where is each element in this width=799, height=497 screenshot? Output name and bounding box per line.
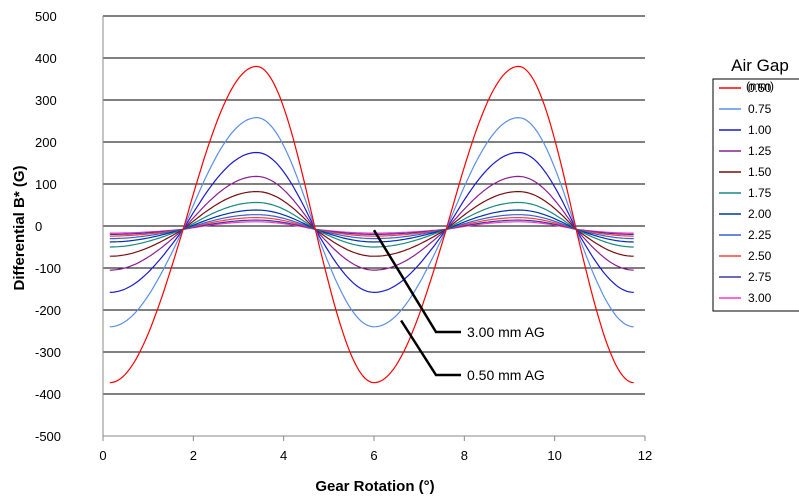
legend-label: 2.75 — [748, 270, 772, 284]
legend-subtitle: (mm) — [746, 79, 774, 93]
series-line-2.75 — [109, 219, 634, 235]
legend-box — [712, 78, 799, 312]
series-line-0.75 — [109, 116, 634, 328]
y-tick-label: -500 — [35, 429, 61, 444]
legend-label: 2.50 — [748, 249, 772, 263]
legend-label: 2.25 — [748, 228, 772, 242]
series-line-0.50 — [109, 65, 634, 384]
y-tick-label: -400 — [35, 387, 61, 402]
legend-label: 1.50 — [748, 165, 772, 179]
series-line-1.50 — [109, 191, 634, 257]
annotations: 3.00 mm AG 0.50 mm AG — [372, 229, 545, 383]
legend-label: 3.00 — [748, 291, 772, 305]
x-tick-label: 6 — [370, 448, 377, 463]
series-line-1.25 — [109, 175, 634, 271]
y-axis-title: Differential B* (G) — [11, 165, 28, 290]
y-tick-labels: -500 -400 -300 -200 -100 0 100 200 300 400 500 — [35, 9, 61, 444]
legend-label: 0.50 — [748, 81, 772, 95]
y-tick-label: -200 — [35, 303, 61, 318]
series-line-2.50 — [109, 217, 634, 237]
series-line-2.00 — [109, 209, 634, 243]
legend: Air Gap (mm) 0.50 0.75 1.00 1.25 1.50 1.75 2.0… — [712, 56, 799, 312]
series-line-1.75 — [109, 201, 634, 248]
series-line-1.00 — [109, 151, 634, 294]
y-tick-label: 0 — [35, 219, 42, 234]
x-tick-label: 12 — [638, 448, 652, 463]
series-lines — [109, 65, 634, 384]
legend-label: 1.00 — [748, 123, 772, 137]
y-tick-label: 400 — [35, 51, 57, 66]
y-tick-label: 100 — [35, 177, 57, 192]
series-line-2.25 — [109, 214, 634, 240]
y-tick-label: 200 — [35, 135, 57, 150]
x-tick-label: 0 — [99, 448, 106, 463]
annotation-label: 3.00 mm AG — [467, 324, 545, 340]
x-tick-labels: 0 2 4 6 8 10 12 — [99, 436, 652, 463]
annotation-leader — [372, 229, 461, 334]
legend-label: 1.25 — [748, 144, 772, 158]
annotation-label: 0.50 mm AG — [467, 367, 545, 383]
annotation-leader — [400, 319, 461, 377]
legend-title: Air Gap — [731, 56, 789, 75]
x-tick-label: 8 — [461, 448, 468, 463]
legend-label: 2.00 — [748, 207, 772, 221]
y-tick-label: -100 — [35, 261, 61, 276]
y-tick-label: 300 — [35, 93, 57, 108]
x-axis-title: Gear Rotation (°) — [315, 478, 434, 495]
y-tick-label: -300 — [35, 345, 61, 360]
x-tick-label: 10 — [547, 448, 561, 463]
y-tick-label: 500 — [35, 9, 57, 24]
legend-label: 0.75 — [748, 102, 772, 116]
legend-label: 1.75 — [748, 186, 772, 200]
x-tick-label: 2 — [190, 448, 197, 463]
x-tick-label: 4 — [280, 448, 287, 463]
